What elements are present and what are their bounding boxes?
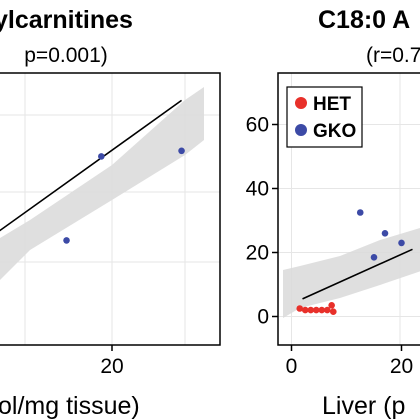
left-chart-subtitle: p=0.001) bbox=[24, 44, 108, 67]
right-y-tick-label: 60 bbox=[246, 114, 269, 137]
left-x-axis-label: ol/mg tissue) bbox=[0, 392, 140, 420]
right-chart-title: C18:0 A bbox=[318, 6, 410, 34]
left-chart-title: ylcarnitines bbox=[0, 6, 133, 34]
right-y-tick-label: 20 bbox=[246, 242, 269, 265]
right-data-point-het bbox=[307, 306, 315, 314]
right-plot-area: 0 20 0 20 40 60 HET GKO bbox=[246, 72, 420, 378]
right-x-axis-label: Liver (p bbox=[322, 392, 405, 420]
left-panel: ylcarnitines p=0.001) 20 ol/mg tissue) bbox=[0, 6, 221, 420]
right-panel: C18:0 A (r=0.7 0 20 0 20 40 60 HET GKO Liver (p bbox=[246, 6, 420, 420]
right-data-point-het bbox=[312, 306, 320, 314]
right-x-tick-label: 0 bbox=[286, 355, 298, 378]
legend-label-gko: GKO bbox=[313, 121, 356, 142]
left-plot-border bbox=[0, 72, 221, 346]
left-confidence-band bbox=[0, 87, 204, 280]
right-data-point-gko bbox=[398, 239, 405, 247]
right-data-point-gko bbox=[381, 230, 389, 237]
left-data-point-series0 bbox=[178, 147, 185, 155]
right-data-point-het bbox=[296, 305, 304, 312]
legend-label-het: HET bbox=[313, 94, 351, 115]
right-confidence-band bbox=[283, 228, 420, 318]
right-data-point-het bbox=[323, 306, 331, 314]
right-regression-line bbox=[302, 248, 413, 300]
right-data-point-gko bbox=[370, 253, 378, 261]
legend-marker-het bbox=[295, 97, 307, 109]
right-plot-border bbox=[277, 72, 420, 346]
left-data-point-series0 bbox=[98, 153, 105, 160]
left-regression-line bbox=[0, 99, 183, 232]
right-data-point-het bbox=[328, 302, 335, 309]
left-x-tick-label: 20 bbox=[100, 355, 123, 378]
right-data-point-het bbox=[330, 308, 337, 316]
left-plot-area: 20 bbox=[0, 72, 221, 378]
right-y-tick-label: 40 bbox=[246, 178, 269, 201]
right-legend: HET GKO bbox=[286, 86, 363, 148]
left-data-point-series0 bbox=[63, 237, 70, 244]
right-x-tick-label: 20 bbox=[390, 355, 413, 378]
right-data-point-gko bbox=[356, 209, 364, 216]
right-y-tick-label: 0 bbox=[257, 306, 269, 329]
legend-marker-gko bbox=[295, 124, 307, 136]
right-data-point-het bbox=[301, 306, 309, 314]
right-chart-subtitle: (r=0.7 bbox=[366, 44, 420, 67]
legend-box bbox=[286, 86, 363, 148]
right-data-point-het bbox=[318, 306, 326, 314]
